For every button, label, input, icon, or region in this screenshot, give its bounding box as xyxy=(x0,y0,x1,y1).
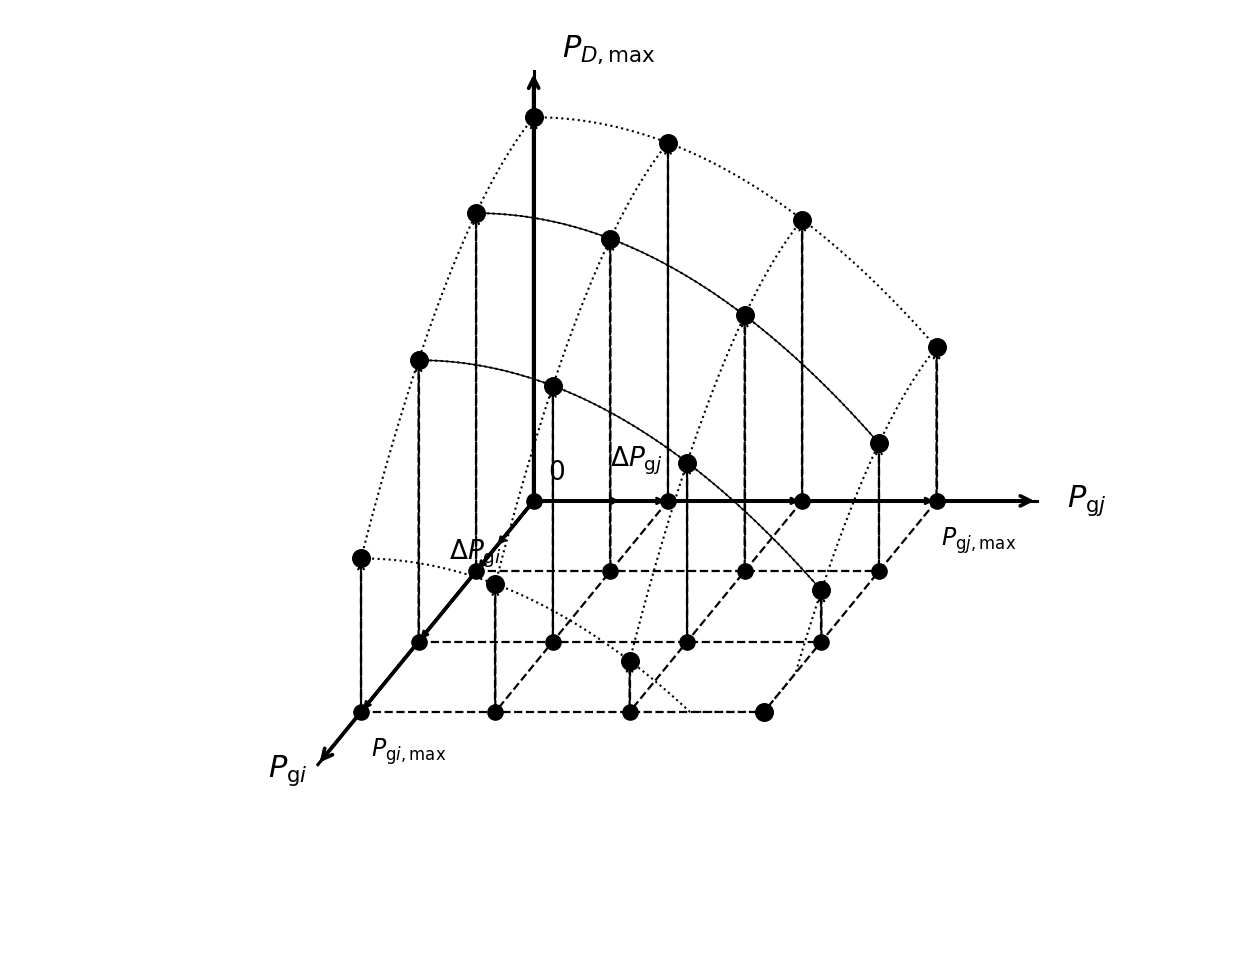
Point xyxy=(792,212,812,228)
Point xyxy=(735,563,755,579)
Point xyxy=(811,633,831,649)
Point xyxy=(792,493,812,509)
Text: $P_{\mathrm{g}i}$: $P_{\mathrm{g}i}$ xyxy=(268,753,308,788)
Point xyxy=(466,563,486,579)
Point xyxy=(754,704,774,720)
Point xyxy=(409,633,429,649)
Point xyxy=(351,704,371,720)
Point xyxy=(754,704,774,720)
Point xyxy=(409,352,429,368)
Point xyxy=(620,653,640,668)
Text: $\Delta P_{\mathrm{g}j}$: $\Delta P_{\mathrm{g}j}$ xyxy=(610,445,663,477)
Point xyxy=(543,633,563,649)
Text: $P_{D,\mathrm{max}}$: $P_{D,\mathrm{max}}$ xyxy=(563,34,656,66)
Point xyxy=(485,576,505,592)
Point xyxy=(543,378,563,393)
Point xyxy=(869,563,889,579)
Point xyxy=(485,704,505,720)
Point xyxy=(523,493,543,509)
Text: $P_{\mathrm{g}i,\mathrm{max}}$: $P_{\mathrm{g}i,\mathrm{max}}$ xyxy=(371,736,446,767)
Point xyxy=(600,231,620,246)
Point xyxy=(620,704,640,720)
Text: 0: 0 xyxy=(548,460,564,486)
Point xyxy=(869,436,889,451)
Point xyxy=(658,493,678,509)
Point xyxy=(351,551,371,566)
Text: $P_{\mathrm{g}j}$: $P_{\mathrm{g}j}$ xyxy=(1066,484,1107,519)
Point xyxy=(926,340,946,355)
Point xyxy=(735,307,755,323)
Point xyxy=(811,583,831,598)
Text: $P_{\mathrm{g}j,\mathrm{max}}$: $P_{\mathrm{g}j,\mathrm{max}}$ xyxy=(941,524,1017,556)
Point xyxy=(523,109,543,125)
Point xyxy=(466,205,486,221)
Point xyxy=(677,633,697,649)
Text: $\Delta P_{\mathrm{g}i}$: $\Delta P_{\mathrm{g}i}$ xyxy=(449,538,502,570)
Point xyxy=(600,563,620,579)
Point xyxy=(658,135,678,151)
Point xyxy=(677,454,697,470)
Point xyxy=(926,493,946,509)
